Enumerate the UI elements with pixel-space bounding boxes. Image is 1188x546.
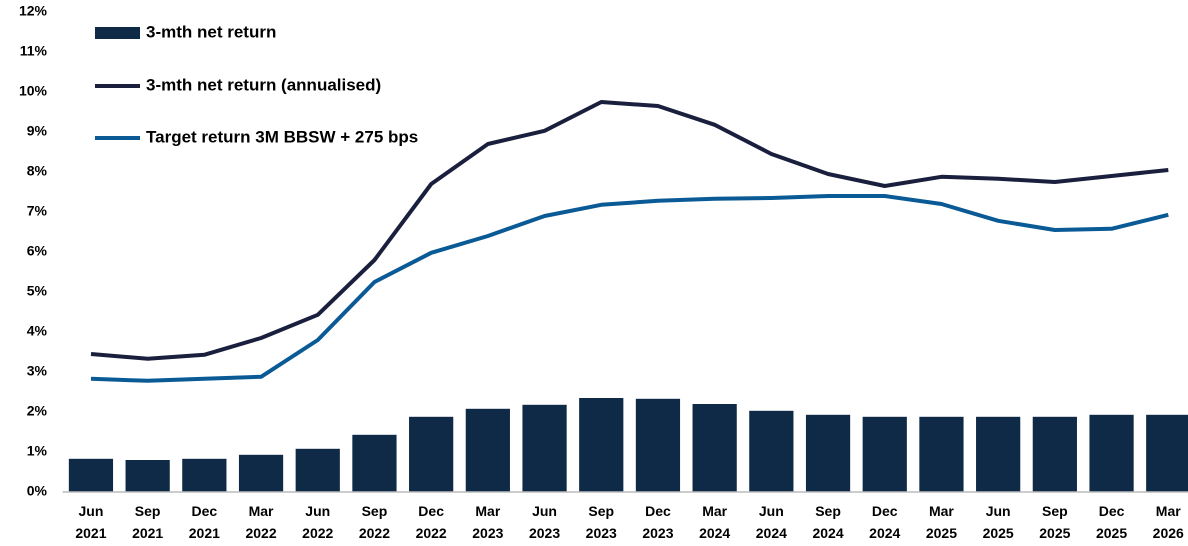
legend-swatch [95, 27, 140, 39]
y-tick-label: 10% [19, 83, 48, 99]
y-tick-label: 3% [27, 363, 48, 379]
y-tick-label: 9% [27, 123, 48, 139]
legend-label: 3-mth net return [146, 22, 276, 41]
y-tick-label: 4% [27, 323, 48, 339]
x-tick-label: Sep 2024 [812, 503, 843, 541]
y-tick-label: 5% [27, 283, 48, 299]
x-tick-label: Jun 2023 [529, 503, 560, 541]
y-tick-label: 8% [27, 163, 48, 179]
bar [295, 448, 340, 492]
x-tick-label: Dec 2023 [642, 503, 673, 541]
x-tick-label: Dec 2022 [416, 503, 447, 541]
x-tick-label: Sep 2025 [1039, 503, 1070, 541]
x-tick-label: Jun 2022 [302, 503, 333, 541]
x-tick-label: Jun 2024 [756, 503, 787, 541]
bar [522, 404, 567, 492]
legend-label: 3-mth net return (annualised) [146, 75, 381, 94]
y-tick-label: 12% [19, 3, 48, 19]
x-tick-label: Jun 2021 [75, 503, 106, 541]
bar [1032, 416, 1077, 492]
bar [465, 408, 510, 492]
bar [68, 458, 114, 492]
x-tick-label: Mar 2025 [926, 503, 957, 541]
x-tick-label: Sep 2021 [132, 503, 163, 541]
x-tick-label: Mar 2024 [699, 503, 730, 541]
y-tick-label: 11% [20, 43, 48, 59]
bar [1146, 414, 1188, 492]
bar [635, 398, 681, 492]
x-tick-label: Dec 2025 [1096, 503, 1127, 541]
line [90, 100, 1169, 361]
x-tick-label: Sep 2022 [359, 503, 390, 541]
x-tick-label: Mar 2023 [472, 503, 503, 541]
bar [579, 398, 624, 492]
bar [919, 416, 964, 492]
bar [1089, 414, 1134, 492]
x-tick-label: Mar 2026 [1153, 503, 1184, 541]
bar [409, 416, 454, 492]
legend-label: Target return 3M BBSW + 275 bps [146, 127, 418, 146]
bar [352, 434, 397, 492]
y-tick-label: 6% [27, 243, 48, 259]
x-tick-label: Dec 2024 [869, 503, 900, 541]
y-tick-label: 0% [27, 483, 48, 499]
y-tick-label: 2% [27, 403, 48, 419]
bar [862, 416, 907, 492]
x-tick-label: Sep 2023 [586, 503, 617, 541]
bar [749, 410, 794, 492]
x-tick-label: Dec 2021 [189, 503, 220, 541]
bar [976, 416, 1021, 492]
y-tick-label: 7% [27, 203, 48, 219]
bar [805, 414, 851, 492]
bar [692, 404, 737, 492]
bar [125, 460, 170, 492]
bar [238, 454, 284, 492]
x-tick-label: Mar 2022 [245, 503, 276, 541]
line [90, 194, 1169, 383]
bar [182, 458, 227, 492]
x-tick-label: Jun 2025 [983, 503, 1014, 541]
y-tick-label: 1% [27, 443, 48, 459]
